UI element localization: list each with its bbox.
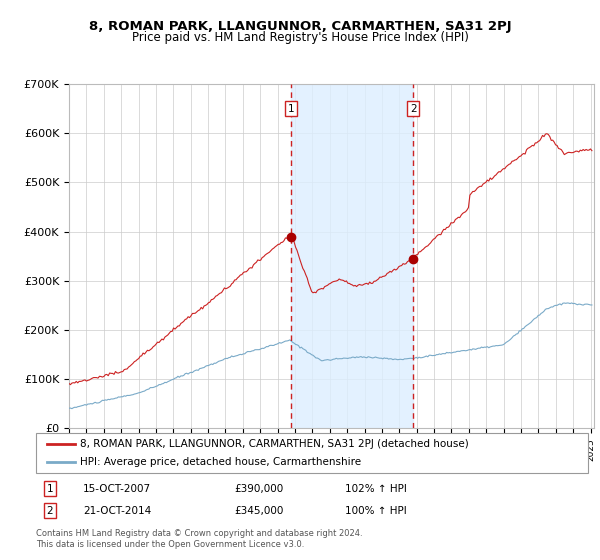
Text: 8, ROMAN PARK, LLANGUNNOR, CARMARTHEN, SA31 2PJ: 8, ROMAN PARK, LLANGUNNOR, CARMARTHEN, S… (89, 20, 511, 32)
Text: 8, ROMAN PARK, LLANGUNNOR, CARMARTHEN, SA31 2PJ (detached house): 8, ROMAN PARK, LLANGUNNOR, CARMARTHEN, S… (80, 439, 469, 449)
Text: 1: 1 (288, 104, 295, 114)
Text: £345,000: £345,000 (235, 506, 284, 516)
Text: 100% ↑ HPI: 100% ↑ HPI (345, 506, 407, 516)
Bar (292, 84, 413, 428)
Text: 15-OCT-2007: 15-OCT-2007 (83, 484, 151, 494)
Text: Contains HM Land Registry data © Crown copyright and database right 2024.
This d: Contains HM Land Registry data © Crown c… (36, 529, 362, 549)
Text: Price paid vs. HM Land Registry's House Price Index (HPI): Price paid vs. HM Land Registry's House … (131, 31, 469, 44)
Text: 21-OCT-2014: 21-OCT-2014 (83, 506, 151, 516)
Text: £390,000: £390,000 (235, 484, 284, 494)
Text: HPI: Average price, detached house, Carmarthenshire: HPI: Average price, detached house, Carm… (80, 458, 361, 467)
FancyBboxPatch shape (36, 433, 588, 473)
Text: 1: 1 (46, 484, 53, 494)
Text: 2: 2 (46, 506, 53, 516)
Text: 2: 2 (410, 104, 416, 114)
Text: 102% ↑ HPI: 102% ↑ HPI (345, 484, 407, 494)
